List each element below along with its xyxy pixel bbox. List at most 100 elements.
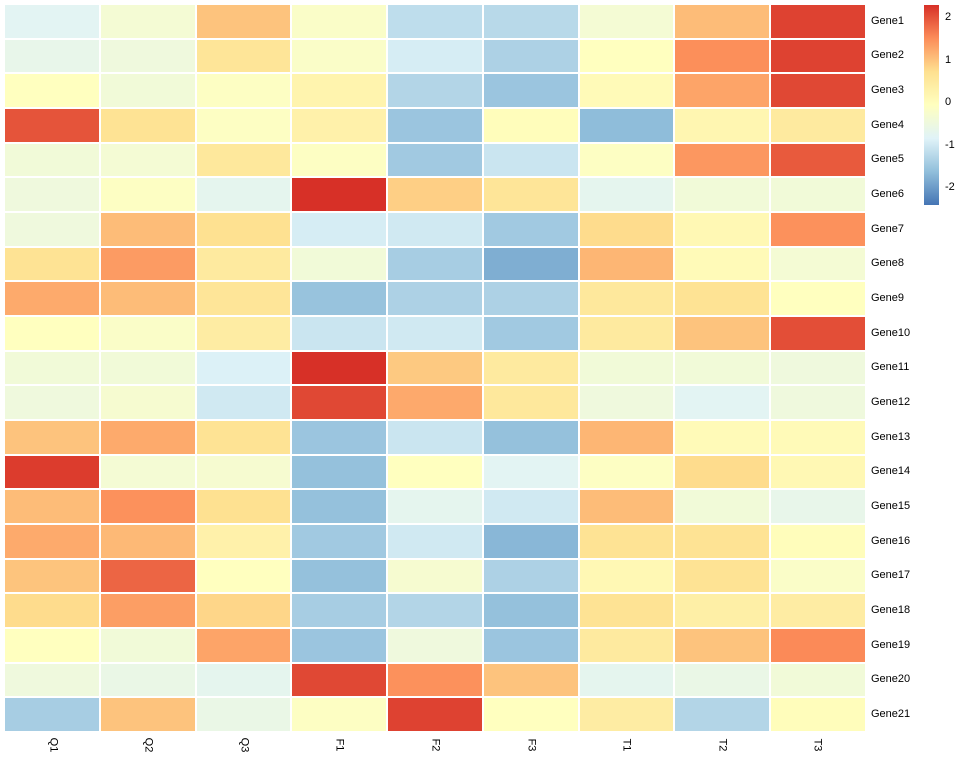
heatmap-cell-Gene9-Q1 — [5, 282, 99, 315]
heatmap-cell-Gene16-Q2 — [100, 525, 195, 558]
heatmap-cell-Gene2-Q3 — [196, 39, 291, 73]
heatmap-cell-Gene7-T2 — [675, 213, 770, 246]
heatmap-cell-Gene11-Q1 — [5, 351, 99, 385]
heatmap-cell-Gene4-Q1 — [5, 109, 99, 142]
heatmap-cell-Gene21-Q2 — [100, 698, 195, 731]
heatmap-cell-Gene20-F2 — [388, 663, 482, 697]
heatmap-cell-Gene4-T2 — [675, 109, 770, 142]
heatmap-cell-Gene6-T3 — [771, 178, 865, 211]
col-labels: Q1 Q2 Q3 F1 F2 F3 T1 T2 T3 — [5, 733, 865, 757]
row-label: Gene7 — [871, 222, 905, 235]
col-label-text: Q3 — [238, 737, 251, 753]
heatmap-grid — [5, 5, 865, 731]
heatmap-cell-Gene8-Q1 — [5, 247, 99, 281]
heatmap-cell-Gene13-F2 — [388, 421, 482, 454]
heatmap-cell-Gene5-Q3 — [196, 143, 291, 177]
heatmap-cell-Gene5-T3 — [771, 143, 865, 177]
col-label: Q1 — [5, 733, 101, 757]
heatmap-cell-Gene12-T3 — [771, 386, 865, 419]
heatmap-cell-Gene3-Q1 — [5, 74, 99, 107]
heatmap-cell-Gene4-T1 — [579, 109, 674, 142]
heatmap-cell-Gene5-F1 — [292, 143, 387, 177]
heatmap-cell-Gene19-Q3 — [196, 629, 291, 662]
heatmap-cell-Gene20-T1 — [579, 663, 674, 697]
heatmap-cell-Gene3-F3 — [483, 74, 578, 107]
legend-tick-label: 2 — [945, 11, 952, 23]
heatmap-cell-Gene14-T2 — [675, 455, 770, 489]
heatmap-cell-Gene18-F3 — [483, 594, 578, 627]
heatmap-cell-Gene18-F1 — [292, 594, 387, 627]
heatmap-cell-Gene6-Q3 — [196, 178, 291, 211]
row-label: Gene13 — [871, 430, 911, 443]
heatmap-cell-Gene5-T1 — [579, 143, 674, 177]
col-label: Q3 — [196, 733, 292, 757]
heatmap-cell-Gene1-Q1 — [5, 5, 99, 38]
heatmap-cell-Gene11-F3 — [483, 351, 578, 385]
heatmap-cell-Gene8-F1 — [292, 247, 387, 281]
heatmap-cell-Gene9-F1 — [292, 282, 387, 315]
heatmap-cell-Gene20-Q2 — [100, 663, 195, 697]
row-label: Gene16 — [871, 534, 911, 547]
heatmap-cell-Gene6-Q1 — [5, 178, 99, 211]
col-label: F3 — [483, 733, 579, 757]
heatmap-cell-Gene16-F3 — [483, 525, 578, 558]
heatmap-cell-Gene16-Q1 — [5, 525, 99, 558]
heatmap-cell-Gene8-T2 — [675, 247, 770, 281]
heatmap-cell-Gene3-T1 — [579, 74, 674, 107]
legend-tick-label: -1 — [945, 139, 955, 151]
heatmap-cell-Gene5-F2 — [388, 143, 482, 177]
row-label: Gene11 — [871, 361, 910, 374]
row-label: Gene15 — [871, 500, 911, 513]
col-label-text: T1 — [620, 738, 633, 752]
heatmap-cell-Gene3-Q3 — [196, 74, 291, 107]
heatmap-cell-Gene11-F2 — [388, 351, 482, 385]
heatmap-cell-Gene4-F3 — [483, 109, 578, 142]
heatmap-cell-Gene20-Q3 — [196, 663, 291, 697]
heatmap-cell-Gene6-F2 — [388, 178, 482, 211]
heatmap-cell-Gene7-T1 — [579, 213, 674, 246]
heatmap-cell-Gene13-Q1 — [5, 421, 99, 454]
heatmap-cell-Gene14-Q3 — [196, 455, 291, 489]
legend-tick-label: 0 — [945, 96, 952, 108]
row-labels: Gene1 Gene2 Gene3 Gene4 Gene5 Gene6 Gene7 Gene8… — [871, 5, 959, 731]
heatmap-cell-Gene9-T1 — [579, 282, 674, 315]
heatmap-cell-Gene7-F1 — [292, 213, 387, 246]
heatmap-cell-Gene1-T3 — [771, 5, 865, 38]
row-label: Gene18 — [871, 604, 911, 617]
heatmap-cell-Gene17-Q3 — [196, 559, 291, 593]
heatmap-cell-Gene10-F1 — [292, 317, 387, 350]
heatmap-cell-Gene15-F2 — [388, 490, 482, 523]
heatmap-cell-Gene7-F2 — [388, 213, 482, 246]
row-label: Gene3 — [871, 84, 905, 97]
heatmap-cell-Gene9-Q2 — [100, 282, 195, 315]
col-label: F1 — [292, 733, 388, 757]
heatmap-cell-Gene21-F3 — [483, 698, 578, 731]
heatmap-cell-Gene21-T3 — [771, 698, 865, 731]
heatmap-cell-Gene4-Q2 — [100, 109, 195, 142]
heatmap-cell-Gene4-Q3 — [196, 109, 291, 142]
heatmap-cell-Gene1-T2 — [675, 5, 770, 38]
heatmap-cell-Gene16-F1 — [292, 525, 387, 558]
heatmap-cell-Gene12-F3 — [483, 386, 578, 419]
heatmap-cell-Gene14-F3 — [483, 455, 578, 489]
heatmap-cell-Gene17-T3 — [771, 559, 865, 593]
heatmap-cell-Gene15-Q3 — [196, 490, 291, 523]
heatmap-cell-Gene19-T2 — [675, 629, 770, 662]
heatmap-cell-Gene20-F1 — [292, 663, 387, 697]
col-label-text: T3 — [811, 738, 824, 752]
heatmap-cell-Gene15-F3 — [483, 490, 578, 523]
legend-tick-label: -2 — [945, 181, 955, 193]
heatmap-cell-Gene18-Q1 — [5, 594, 99, 627]
heatmap-cell-Gene13-Q2 — [100, 421, 195, 454]
heatmap-cell-Gene17-F3 — [483, 559, 578, 593]
heatmap-cell-Gene6-T2 — [675, 178, 770, 211]
row-label: Gene2 — [871, 49, 905, 62]
col-label: T1 — [578, 733, 674, 757]
heatmap-cell-Gene8-Q2 — [100, 247, 195, 281]
col-label: T2 — [674, 733, 770, 757]
heatmap-cell-Gene18-T1 — [579, 594, 674, 627]
heatmap-cell-Gene8-T1 — [579, 247, 674, 281]
heatmap-cell-Gene2-Q2 — [100, 39, 195, 73]
heatmap-cell-Gene8-Q3 — [196, 247, 291, 281]
